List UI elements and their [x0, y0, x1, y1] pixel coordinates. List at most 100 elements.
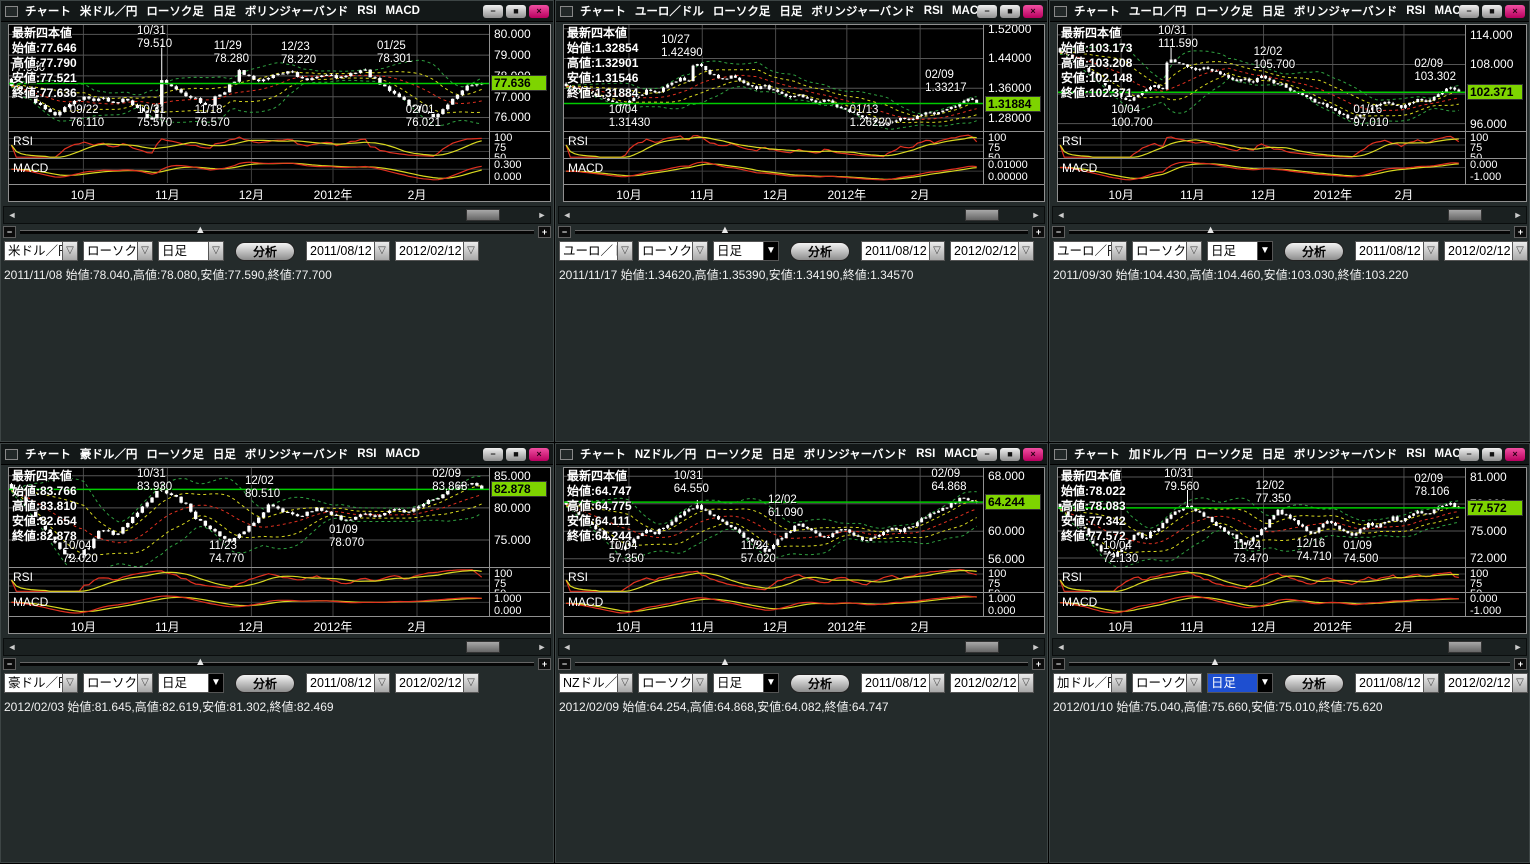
currency-pair-dropdown-arrow-icon[interactable]: ▽ [617, 241, 633, 261]
menu-currency-pair[interactable]: 米ドル／円 [79, 6, 138, 18]
close-button[interactable]: × [1505, 4, 1525, 18]
maximize-button[interactable]: ■ [1000, 4, 1020, 18]
scroll-thumb[interactable] [964, 208, 999, 221]
date-from-select[interactable]: 2011/08/12 ▽ [1355, 673, 1440, 693]
price-plot[interactable]: 最新四本値 始値:64.747 高値:64.775 安値:64.111 終値:6… [564, 468, 984, 567]
timeframe-select[interactable]: 日足 ▼ [158, 673, 224, 693]
menu-chart-type[interactable]: ローソク足 [146, 6, 204, 18]
date-from-select[interactable]: 2011/08/12 ▽ [306, 241, 391, 261]
zoom-slider[interactable]: − ▲ + [1052, 656, 1527, 671]
menu-bollinger[interactable]: ボリンジャーバンド [803, 449, 908, 461]
menu-currency-pair[interactable]: ユーロ／円 [1128, 6, 1187, 18]
maximize-button[interactable]: ■ [1482, 4, 1502, 18]
menu-timeframe[interactable]: 日足 [771, 449, 795, 461]
currency-pair-select[interactable]: 豪ドル／円 ▽ [4, 673, 78, 693]
date-to-select[interactable]: 2012/02/12 ▽ [950, 673, 1035, 693]
zoom-slider[interactable]: − ▲ + [3, 224, 551, 239]
currency-pair-select[interactable]: ユーロ／ドル ▽ [559, 241, 633, 261]
window-titlebar[interactable]: チャート 豪ドル／円 ローソク足 日足 ボリンジャーバンド RSI MACD −… [1, 444, 553, 465]
chart-type-select[interactable]: ローソク足 ▽ [638, 241, 708, 261]
analyze-button[interactable]: 分析 [1284, 241, 1345, 261]
scroll-thumb[interactable] [1447, 208, 1482, 221]
window-titlebar[interactable]: チャート 米ドル／円 ローソク足 日足 ボリンジャーバンド RSI MACD −… [1, 1, 553, 22]
chart-type-dropdown-arrow-icon[interactable]: ▽ [137, 241, 153, 261]
date-from-dropdown-arrow-icon[interactable]: ▽ [374, 241, 391, 261]
close-button[interactable]: × [1505, 447, 1525, 461]
timeframe-select[interactable]: 日足 ▽ [158, 241, 224, 261]
horizontal-scrollbar[interactable]: ◄ ► [558, 637, 1045, 656]
date-to-dropdown-arrow-icon[interactable]: ▽ [1018, 241, 1035, 261]
menu-bollinger[interactable]: ボリンジャーバンド [811, 6, 915, 18]
analyze-button[interactable]: 分析 [790, 673, 851, 693]
rsi-plot[interactable]: RSI [9, 567, 490, 592]
menu-timeframe[interactable]: 日足 [212, 6, 236, 18]
scroll-thumb[interactable] [1447, 640, 1482, 653]
currency-pair-dropdown-arrow-icon[interactable]: ▽ [1111, 673, 1127, 693]
menu-macd[interactable]: MACD [385, 448, 420, 460]
zoom-slider-track[interactable]: ▲ [575, 224, 1028, 235]
date-to-select[interactable]: 2012/02/12 ▽ [395, 673, 480, 693]
menu-timeframe[interactable]: 日足 [779, 6, 803, 18]
zoom-out-button[interactable]: − [558, 225, 571, 238]
zoom-out-button[interactable]: − [1052, 225, 1065, 238]
chart-type-select[interactable]: ローソク足 ▽ [83, 673, 153, 693]
menu-chart-type[interactable]: ローソク足 [705, 449, 763, 461]
rsi-plot[interactable]: RSI [9, 132, 490, 159]
date-from-dropdown-arrow-icon[interactable]: ▽ [929, 673, 946, 693]
chart-type-select[interactable]: ローソク足 ▽ [1132, 673, 1202, 693]
scroll-track[interactable] [575, 207, 1028, 223]
scroll-left-arrow[interactable]: ◄ [562, 641, 572, 652]
maximize-button[interactable]: ■ [506, 447, 526, 461]
date-to-dropdown-arrow-icon[interactable]: ▽ [1512, 673, 1529, 693]
window-titlebar[interactable]: チャート 加ドル／円 ローソク足 日足 ボリンジャーバンド RSI MACD −… [1050, 444, 1529, 465]
scroll-track[interactable] [20, 639, 534, 655]
menu-rsi[interactable]: RSI [1406, 5, 1426, 17]
menu-bollinger[interactable]: ボリンジャーバンド [1293, 449, 1398, 461]
chart-type-dropdown-arrow-icon[interactable]: ▽ [137, 673, 153, 693]
macd-plot[interactable]: MACD [9, 159, 490, 184]
horizontal-scrollbar[interactable]: ◄ ► [1052, 205, 1527, 224]
timeframe-select[interactable]: 日足 ▼ [713, 673, 779, 693]
menu-rsi[interactable]: RSI [357, 5, 377, 17]
menu-rsi[interactable]: RSI [1406, 448, 1426, 460]
timeframe-dropdown-arrow-icon[interactable]: ▼ [763, 673, 779, 693]
menu-chart-type[interactable]: ローソク足 [712, 6, 771, 18]
scroll-left-arrow[interactable]: ◄ [7, 641, 17, 652]
zoom-slider-track[interactable]: ▲ [1069, 224, 1510, 235]
menu-currency-pair[interactable]: 豪ドル／円 [79, 449, 138, 461]
menu-rsi[interactable]: RSI [916, 448, 936, 460]
menu-chart-type[interactable]: ローソク足 [1195, 6, 1253, 18]
date-to-dropdown-arrow-icon[interactable]: ▽ [1018, 673, 1035, 693]
rsi-plot[interactable]: RSI [564, 132, 984, 159]
zoom-out-button[interactable]: − [3, 225, 16, 238]
horizontal-scrollbar[interactable]: ◄ ► [3, 205, 551, 224]
macd-plot[interactable]: MACD [1058, 159, 1466, 184]
analyze-button[interactable]: 分析 [235, 673, 296, 693]
timeframe-select[interactable]: 日足 ▼ [1207, 673, 1273, 693]
minimize-button[interactable]: − [977, 4, 997, 18]
scroll-thumb[interactable] [964, 640, 999, 653]
date-to-select[interactable]: 2012/02/12 ▽ [395, 241, 480, 261]
scroll-right-arrow[interactable]: ► [1513, 209, 1523, 220]
menu-chart[interactable]: チャート [1074, 449, 1120, 461]
analyze-button[interactable]: 分析 [1284, 673, 1345, 693]
macd-plot[interactable]: MACD [1058, 592, 1466, 616]
scroll-right-arrow[interactable]: ► [1031, 209, 1041, 220]
currency-pair-dropdown-arrow-icon[interactable]: ▽ [617, 673, 633, 693]
zoom-in-button[interactable]: + [538, 225, 551, 238]
timeframe-dropdown-arrow-icon[interactable]: ▼ [208, 673, 224, 693]
zoom-slider-track[interactable]: ▲ [20, 656, 534, 667]
macd-plot[interactable]: MACD [9, 592, 490, 616]
horizontal-scrollbar[interactable]: ◄ ► [3, 637, 551, 656]
minimize-button[interactable]: − [483, 4, 503, 18]
currency-pair-dropdown-arrow-icon[interactable]: ▽ [62, 673, 78, 693]
zoom-slider-track[interactable]: ▲ [575, 656, 1028, 667]
menu-macd[interactable]: MACD [1434, 5, 1459, 17]
macd-plot[interactable]: MACD [564, 592, 984, 616]
date-from-select[interactable]: 2011/08/12 ▽ [1355, 241, 1440, 261]
analyze-button[interactable]: 分析 [790, 241, 851, 261]
menu-currency-pair[interactable]: NZドル／円 [634, 449, 697, 461]
window-titlebar[interactable]: チャート NZドル／円 ローソク足 日足 ボリンジャーバンド RSI MACD … [556, 444, 1047, 465]
zoom-slider[interactable]: − ▲ + [3, 656, 551, 671]
zoom-out-button[interactable]: − [3, 657, 16, 670]
